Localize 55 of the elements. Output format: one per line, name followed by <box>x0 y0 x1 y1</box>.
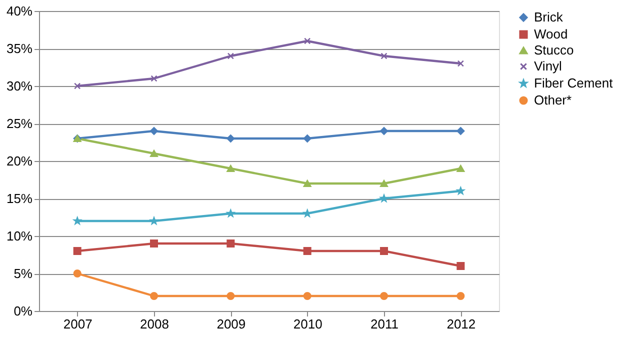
point <box>73 246 82 256</box>
point <box>150 292 158 300</box>
point <box>150 150 158 158</box>
y-tick-label: 0% <box>14 304 33 318</box>
point <box>380 194 388 202</box>
point <box>303 134 312 143</box>
point <box>303 209 312 217</box>
x-tick-label: 2010 <box>293 316 322 332</box>
point <box>304 38 311 44</box>
point <box>380 180 388 188</box>
legend-label: Wood <box>534 26 568 42</box>
point <box>227 52 234 60</box>
x-tick-label: 2009 <box>216 316 246 332</box>
point <box>226 134 235 143</box>
point <box>226 239 235 248</box>
legend-label: Other* <box>534 92 572 108</box>
point <box>457 60 464 67</box>
point <box>380 126 388 136</box>
y-tick-label: 25% <box>6 116 33 131</box>
point <box>456 292 465 300</box>
y-tick-label: 35% <box>6 41 33 56</box>
point <box>73 270 82 278</box>
point <box>380 246 388 256</box>
legend-label: Stucco <box>534 42 574 58</box>
point <box>226 209 235 217</box>
y-tick-label: 10% <box>6 228 33 244</box>
legend-label: Vinyl <box>534 58 562 74</box>
point <box>226 164 235 172</box>
point <box>456 164 465 172</box>
point <box>456 262 465 270</box>
legend-label: Fiber Cement <box>534 76 614 90</box>
x-tick-label: 2007 <box>63 316 92 332</box>
x-tick-label: 2012 <box>446 316 476 332</box>
point <box>226 292 235 300</box>
y-tick-label: 5% <box>14 266 33 281</box>
y-tick-label: 15% <box>6 191 33 206</box>
point <box>456 186 465 194</box>
point <box>150 216 158 224</box>
point <box>456 126 465 136</box>
point <box>303 292 312 300</box>
y-tick-label: 20% <box>6 154 33 168</box>
point <box>380 52 388 60</box>
point <box>380 292 388 300</box>
point <box>303 246 312 256</box>
point <box>150 126 158 136</box>
point <box>73 216 82 224</box>
point <box>303 180 312 188</box>
point <box>150 75 158 82</box>
legend-label: Brick <box>534 10 564 24</box>
point <box>150 239 158 248</box>
x-tick-label: 2008 <box>140 316 169 332</box>
y-tick-label: 40% <box>6 4 33 18</box>
x-tick-label: 2011 <box>370 316 398 332</box>
point <box>74 82 81 90</box>
y-tick-label: 30% <box>6 78 33 94</box>
